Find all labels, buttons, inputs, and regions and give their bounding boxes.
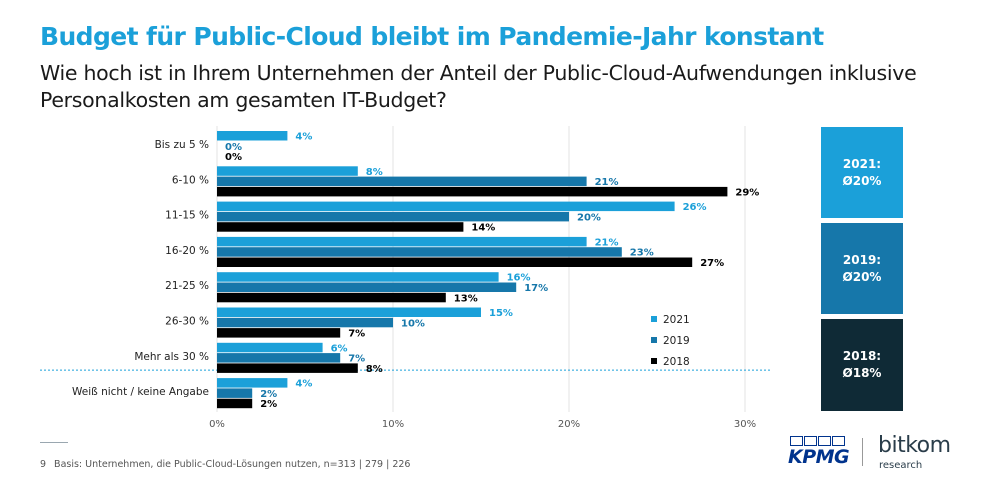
data-label-2018: 8% xyxy=(366,364,383,375)
chart-question: Wie hoch ist in Ihrem Unternehmen der An… xyxy=(40,61,917,112)
bitkom-research-label: research xyxy=(879,460,923,471)
bar-2021 xyxy=(217,342,323,353)
bar-2021 xyxy=(217,307,481,317)
data-label-2021: 4% xyxy=(295,379,312,390)
legend-label-2019: 2019 xyxy=(663,335,690,347)
footnote: 9 Basis: Unternehmen, die Public-Cloud-Lö… xyxy=(40,459,410,470)
kpmg-logo-boxes xyxy=(790,436,845,446)
bar-2019 xyxy=(217,247,622,257)
category-label: 6-10 % xyxy=(172,174,209,186)
kpmg-logo: KPMG xyxy=(788,446,850,468)
x-tick-label: 20% xyxy=(558,419,580,430)
data-label-2019: 23% xyxy=(630,248,654,259)
category-label: 16-20 % xyxy=(165,245,209,257)
bar-2021 xyxy=(217,378,288,388)
data-label-2019: 17% xyxy=(524,283,548,294)
bar-2021 xyxy=(217,166,358,176)
legend-swatch-2018 xyxy=(651,358,657,364)
data-label-2021: 8% xyxy=(366,167,383,178)
data-label-2021: 16% xyxy=(507,273,531,284)
data-label-2021: 6% xyxy=(331,343,348,354)
category-label: Weiß nicht / keine Angabe xyxy=(72,386,209,398)
bar-2018 xyxy=(217,328,341,338)
data-label-2019: 21% xyxy=(595,177,619,188)
category-label: Bis zu 5 % xyxy=(155,139,209,151)
legend-swatch-2019 xyxy=(651,337,657,343)
logo-separator xyxy=(862,438,863,466)
bar-2019 xyxy=(217,176,587,187)
bar-2018 xyxy=(217,222,464,232)
data-label-2018: 27% xyxy=(700,258,724,269)
bar-2019 xyxy=(217,211,569,222)
footer-divider xyxy=(40,442,68,443)
x-tick-label: 30% xyxy=(734,419,756,430)
bar-2021 xyxy=(217,131,288,141)
bar-2021 xyxy=(217,201,675,212)
data-label-2021: 4% xyxy=(295,132,312,143)
bar-2021 xyxy=(217,236,587,247)
average-2018-label: 2018: xyxy=(842,349,882,363)
bar-2021 xyxy=(217,272,499,282)
data-label-2019: 10% xyxy=(401,318,425,329)
average-2021-label: 2021: xyxy=(842,156,882,171)
basis-note: Basis: Unternehmen, die Public-Cloud-Lös… xyxy=(54,459,411,470)
bar-2018 xyxy=(217,292,446,303)
category-label: 21-25 % xyxy=(165,280,209,292)
data-label-2021: 15% xyxy=(489,308,513,319)
legend-label-2018: 2018 xyxy=(663,356,690,368)
data-label-2018: 13% xyxy=(454,293,478,304)
average-2018-box: 2018: Ø18% xyxy=(821,319,903,411)
data-label-2021: 21% xyxy=(595,237,619,248)
bar-2019 xyxy=(217,388,253,398)
legend-label-2021: 2021 xyxy=(663,314,690,326)
bar-2018 xyxy=(217,257,693,267)
page-number: 9 xyxy=(40,459,47,470)
category-label: 26-30 % xyxy=(165,316,209,328)
data-label-2018: 2% xyxy=(260,399,277,410)
bar-2018 xyxy=(217,363,358,373)
page-title: Budget für Public-Cloud bleibt im Pandem… xyxy=(40,22,824,51)
average-2019-value: Ø20% xyxy=(842,269,882,284)
data-label-2018: 29% xyxy=(735,187,759,198)
bar-2019 xyxy=(217,282,517,292)
average-2019-label: 2019: xyxy=(842,252,882,267)
average-2021-box: 2021: Ø20% xyxy=(821,127,903,218)
data-label-2018: 7% xyxy=(348,329,365,340)
bar-2018 xyxy=(217,398,253,409)
average-2018-value: Ø18% xyxy=(842,366,882,380)
data-label-2019: 20% xyxy=(577,212,601,223)
data-label-2018: 0% xyxy=(225,152,242,163)
data-label-2019: 7% xyxy=(348,354,365,365)
category-label: Mehr als 30 % xyxy=(134,351,209,363)
data-label-2019: 0% xyxy=(225,142,242,153)
bar-2019 xyxy=(217,353,341,363)
data-label-2021: 26% xyxy=(683,202,707,213)
category-label: 11-15 % xyxy=(165,210,209,222)
x-tick-label: 10% xyxy=(382,419,404,430)
x-tick-label: 0% xyxy=(209,419,225,430)
bar-2019 xyxy=(217,317,393,328)
data-label-2019: 2% xyxy=(260,389,277,400)
average-2019-box: 2019: Ø20% xyxy=(821,223,903,314)
average-2021-value: Ø20% xyxy=(842,173,882,188)
legend-swatch-2021 xyxy=(651,316,657,322)
data-label-2018: 14% xyxy=(471,223,495,234)
bar-2018 xyxy=(217,186,728,197)
bitkom-logo: bitkom xyxy=(878,433,951,458)
